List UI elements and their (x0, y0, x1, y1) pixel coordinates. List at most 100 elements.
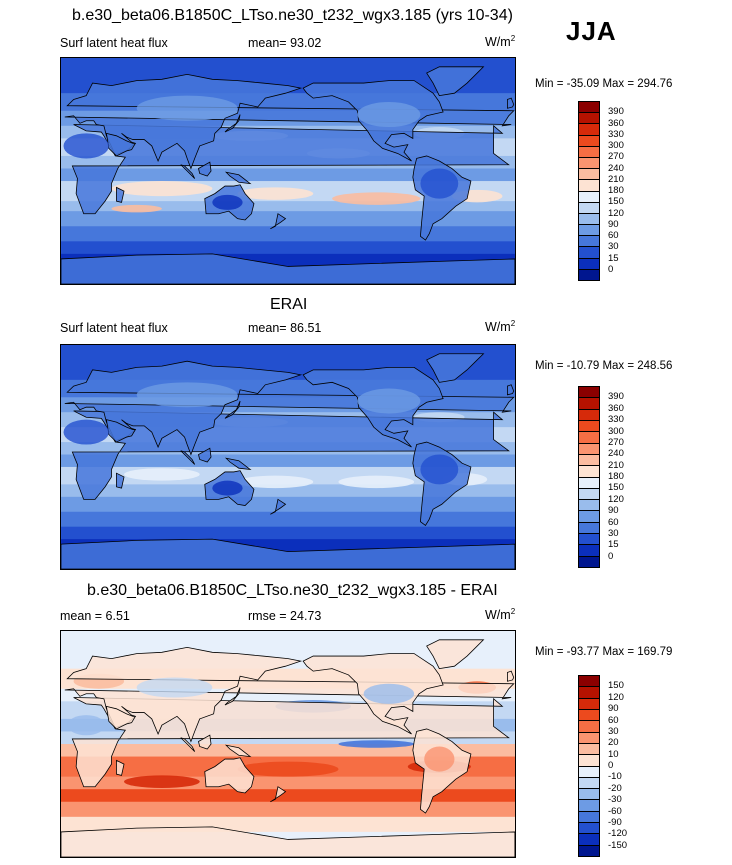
panel2-mean-value: 86.51 (290, 321, 322, 335)
colorbar-swatch (579, 113, 599, 125)
colorbar-tick-label: 0 (608, 760, 614, 771)
colorbar-tick-label: 240 (608, 448, 624, 460)
colorbar-swatch (579, 443, 599, 455)
panel1-colorbar (578, 101, 600, 281)
colorbar-tick-label: 150 (608, 482, 624, 494)
panel3-units: W/m2 (485, 607, 515, 622)
colorbar-tick-label: 90 (608, 218, 619, 230)
colorbar-tick-label: 390 (608, 106, 624, 118)
colorbar-tick-label: 120 (608, 493, 624, 505)
colorbar-swatch (579, 721, 599, 733)
colorbar-tick-label: 210 (608, 459, 624, 471)
colorbar-swatch (579, 202, 599, 214)
panel2-colorbar (578, 386, 600, 568)
colorbar-tick-label: -120 (608, 828, 628, 840)
colorbar-tick-label: -20 (608, 782, 622, 794)
colorbar-swatch (579, 800, 599, 812)
colorbar-tick-label: -150 (608, 839, 628, 851)
colorbar-tick-label: 60 (608, 714, 619, 726)
panel3-colorbar-ticks: 150 120 90 60 30 20 10 0 -10 -20 -30 -60 -90 -120 -150 (608, 675, 648, 857)
panel2-units-exp: 2 (510, 319, 516, 328)
colorbar-tick-label: 60 (608, 516, 619, 528)
colorbar-swatch (579, 409, 599, 421)
colorbar-swatch (579, 420, 599, 433)
colorbar-tick-label: 15 (608, 252, 619, 264)
panel2-mean: mean= 86.51 (248, 321, 321, 335)
panel1-units: W/m2 (485, 34, 515, 49)
colorbar-tick-label: 240 (608, 162, 624, 174)
panel1-mean-value: 93.02 (290, 36, 322, 50)
colorbar-swatch (579, 732, 599, 744)
panel3-units-exp: 2 (510, 607, 516, 616)
panel3-rmse-value: 24.73 (290, 609, 322, 623)
season-label: JJA (566, 16, 617, 46)
panel1-mean-label: mean= (248, 36, 287, 50)
colorbar-swatch (579, 676, 599, 688)
panel3-rmse: rmse = 24.73 (248, 609, 321, 623)
panel3-minmax: Min = -93.77 Max = 169.79 (535, 646, 673, 658)
colorbar-swatch (579, 225, 599, 237)
map-field (61, 631, 515, 857)
colorbar-tick-label: -60 (608, 805, 622, 817)
colorbar-swatch (579, 258, 599, 270)
panel3-mean-label: mean = (60, 609, 103, 623)
colorbar-tick-label: 0 (608, 263, 614, 275)
panel3-units-text: W/m (485, 608, 511, 623)
colorbar-swatch (579, 777, 599, 790)
panel1-minmax: Min = -35.09 Max = 294.76 (535, 78, 673, 90)
colorbar-tick-label: 360 (608, 117, 624, 129)
colorbar-tick-label: 60 (608, 230, 619, 241)
panel2-units: W/m2 (485, 319, 515, 334)
colorbar-swatch (579, 398, 599, 410)
panel2-colorbar-ticks: 390 360 330 300 270 240 210 180 150 120 90 60 30 15 0 (608, 386, 648, 568)
colorbar-swatch (579, 755, 599, 767)
colorbar-swatch (579, 247, 599, 259)
map-field (61, 58, 515, 284)
colorbar-swatch (579, 124, 599, 136)
colorbar-swatch (579, 556, 599, 567)
colorbar-tick-label: 180 (608, 471, 624, 482)
colorbar-swatch (579, 146, 599, 158)
panel1-units-exp: 2 (510, 34, 516, 43)
figure-title: b.e30_beta06.B1850C_LTso.ne30_t232_wgx3.… (72, 7, 513, 24)
panel2-variable-label: Surf latent heat flux (60, 321, 168, 335)
colorbar-tick-label: -30 (608, 794, 622, 806)
colorbar-swatch (579, 687, 599, 699)
colorbar-swatch (579, 545, 599, 557)
colorbar-swatch (579, 522, 599, 535)
colorbar-swatch (579, 811, 599, 824)
panel2-mean-label: mean= (248, 321, 287, 335)
panel1-map (60, 57, 516, 285)
colorbar-swatch (579, 466, 599, 478)
panel3-mean: mean = 6.51 (60, 609, 130, 623)
colorbar-swatch (579, 213, 599, 226)
colorbar-swatch (579, 823, 599, 835)
panel2-units-text: W/m (485, 320, 511, 335)
panel2-minmax: Min = -10.79 Max = 248.56 (535, 360, 673, 372)
colorbar-tick-label: -90 (608, 816, 622, 828)
colorbar-tick-label: 330 (608, 414, 624, 426)
colorbar-tick-label: 270 (608, 436, 624, 448)
panel1-variable-label: Surf latent heat flux (60, 36, 168, 50)
colorbar-swatch (579, 236, 599, 248)
colorbar-tick-label: 300 (608, 140, 624, 151)
colorbar-swatch (579, 511, 599, 523)
colorbar-tick-label: 10 (608, 748, 619, 760)
colorbar-tick-label: 270 (608, 151, 624, 163)
colorbar-swatch (579, 488, 599, 501)
panel3-rmse-label: rmse = (248, 609, 287, 623)
colorbar-tick-label: 90 (608, 703, 619, 715)
colorbar-tick-label: 90 (608, 505, 619, 517)
panel1-mean: mean= 93.02 (248, 36, 321, 50)
colorbar-tick-label: 15 (608, 539, 619, 551)
colorbar-tick-label: 330 (608, 128, 624, 140)
colorbar-swatch (579, 534, 599, 546)
panel3-mean-value: 6.51 (105, 609, 130, 623)
panel1-colorbar-ticks: 390 360 330 300 270 240 210 180 150 120 90 60 30 15 0 (608, 101, 648, 281)
panel2-map (60, 344, 516, 570)
colorbar-swatch (579, 169, 599, 181)
colorbar-swatch (579, 477, 599, 489)
colorbar-tick-label: 390 (608, 391, 624, 403)
colorbar-tick-label: 360 (608, 402, 624, 414)
colorbar-swatch (579, 766, 599, 778)
